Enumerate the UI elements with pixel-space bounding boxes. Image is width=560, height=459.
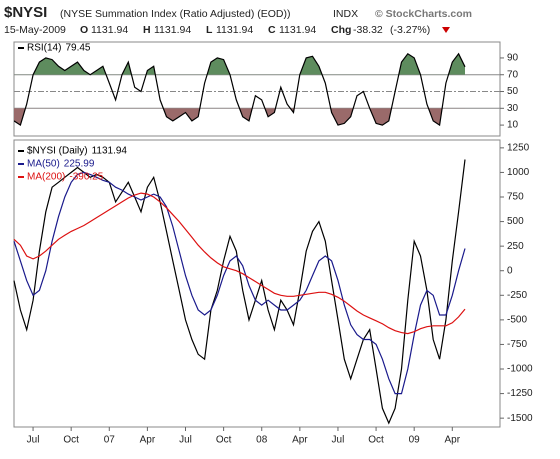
series-line xyxy=(13,192,466,335)
y-tick-label: 500 xyxy=(507,216,524,227)
open: 1131.94 xyxy=(91,24,128,36)
x-tick-label: 07 xyxy=(104,435,116,446)
exchange: INDX xyxy=(333,8,358,20)
y-tick-label: -1500 xyxy=(507,413,533,424)
legend-name: MA(200) xyxy=(27,172,65,183)
low: 1131.94 xyxy=(216,24,253,36)
symbol: $NYSI xyxy=(4,4,47,21)
y-tick-label: -750 xyxy=(507,339,527,350)
legend-name: MA(50) xyxy=(27,159,60,170)
legend-value: 1131.94 xyxy=(92,146,128,157)
y-tick-label: 250 xyxy=(507,241,524,252)
legend-value: 79.45 xyxy=(65,43,90,54)
y-tick-label: 10 xyxy=(507,120,519,131)
open-label: O xyxy=(80,24,88,36)
y-tick-label: 50 xyxy=(507,86,519,97)
x-tick-label: 08 xyxy=(256,435,268,446)
x-tick-label: 09 xyxy=(409,435,421,446)
high: 1131.94 xyxy=(154,24,191,36)
series-line xyxy=(13,171,466,395)
copyright: © StockCharts.com xyxy=(375,8,472,20)
y-tick-label: 750 xyxy=(507,192,524,203)
change-pct: (-3.27%) xyxy=(390,24,430,36)
low-label: L xyxy=(206,24,213,36)
high-label: H xyxy=(143,24,151,36)
series-line xyxy=(13,159,466,425)
x-tick-label: Jul xyxy=(332,435,345,446)
x-tick-label: Oct xyxy=(216,435,232,446)
y-tick-label: 0 xyxy=(507,265,513,276)
x-tick-label: Apr xyxy=(445,435,461,446)
close: 1131.94 xyxy=(279,24,316,36)
x-tick-label: Jul xyxy=(27,435,40,446)
y-tick-label: 30 xyxy=(507,103,519,114)
y-tick-label: -250 xyxy=(507,290,527,301)
close-label: C xyxy=(268,24,276,36)
y-tick-label: -500 xyxy=(507,315,527,326)
y-tick-label: -1250 xyxy=(507,388,533,399)
price-panel xyxy=(13,139,501,428)
change-label: Chg xyxy=(331,24,351,36)
change: -38.32 xyxy=(353,24,383,36)
rsi-panel xyxy=(13,41,501,137)
x-tick-label: Apr xyxy=(140,435,156,446)
legend-value: 225.99 xyxy=(64,159,95,170)
legend-value: -390.25 xyxy=(69,172,103,183)
y-tick-label: 1250 xyxy=(507,143,530,154)
y-tick-label: 70 xyxy=(507,69,519,80)
legend-name: $NYSI (Daily) xyxy=(27,146,88,157)
series-line xyxy=(14,52,466,127)
rsi-fill xyxy=(14,53,465,75)
y-tick-label: 1000 xyxy=(507,167,530,178)
x-tick-label: Jul xyxy=(179,435,192,446)
y-tick-label: 90 xyxy=(507,53,519,64)
down-arrow xyxy=(442,27,450,33)
x-tick-label: Oct xyxy=(368,435,384,446)
date: 15-May-2009 xyxy=(4,24,66,36)
x-tick-label: Oct xyxy=(63,435,79,446)
legend-name: RSI(14) xyxy=(27,43,61,54)
y-tick-label: -1000 xyxy=(507,364,533,375)
rsi-fill xyxy=(14,108,465,126)
x-tick-label: Apr xyxy=(292,435,308,446)
index-name: (NYSE Summation Index (Ratio Adjusted) (… xyxy=(60,8,291,20)
